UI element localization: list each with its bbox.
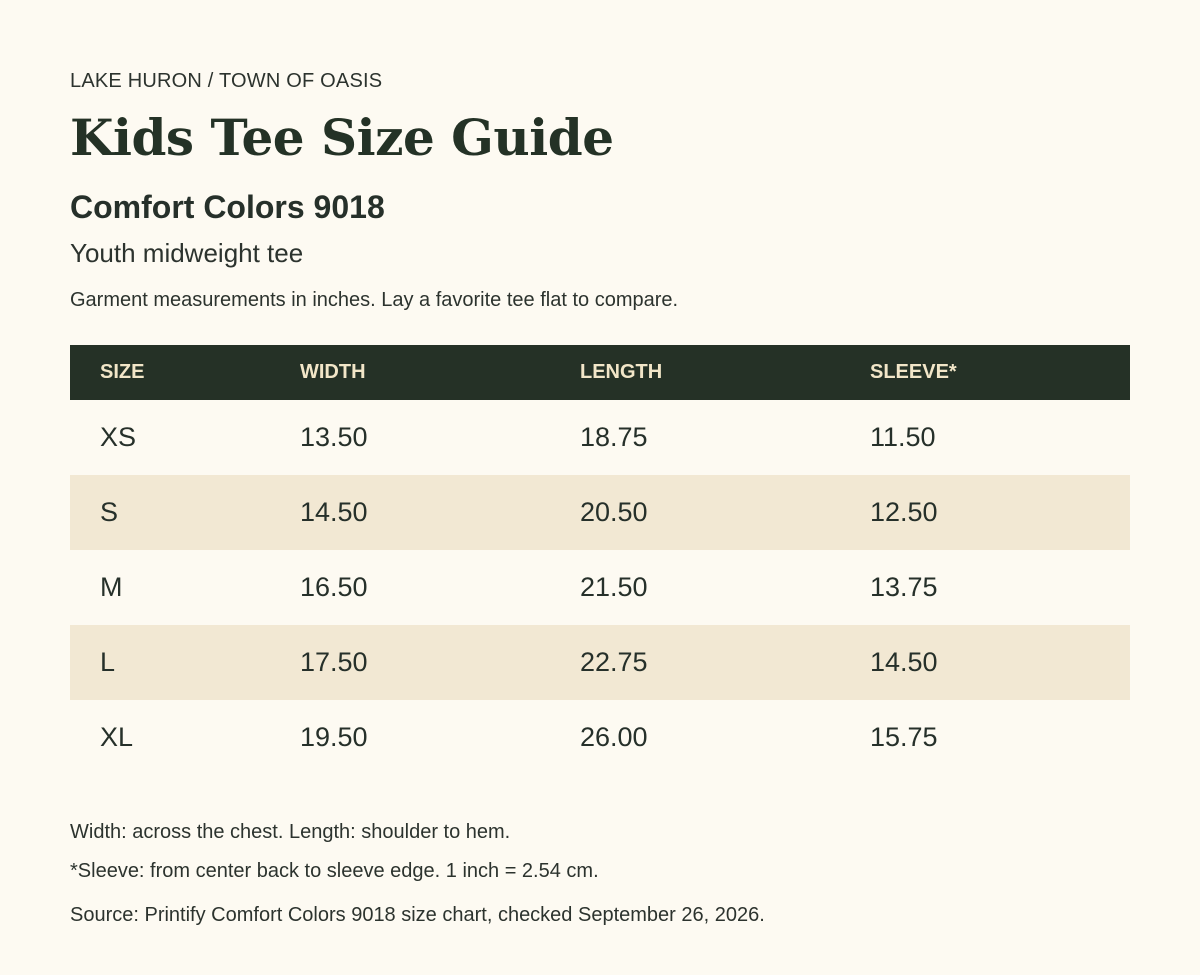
cell-length: 26.00 <box>580 722 648 752</box>
cell-size: L <box>100 647 116 677</box>
cell-width: 16.50 <box>300 572 368 602</box>
cell-sleeve: 11.50 <box>870 422 936 452</box>
cell-length: 21.50 <box>580 572 648 602</box>
cell-width: 14.50 <box>300 497 368 527</box>
table-body: XS 13.50 18.75 11.50 S 14.50 20.50 12.50… <box>70 400 1130 775</box>
table-row: M 16.50 21.50 13.75 <box>70 550 1130 625</box>
cell-size: XS <box>100 422 137 452</box>
page-title: Kids Tee Size Guide <box>70 108 614 167</box>
cell-sleeve: 12.50 <box>870 497 938 527</box>
table-header-row: SIZE WIDTH LENGTH SLEEVE* <box>70 345 1130 400</box>
sleeve-note: *Sleeve: from center back to sleeve edge… <box>70 860 599 882</box>
cell-length: 22.75 <box>580 647 648 677</box>
source-note: Source: Printify Comfort Colors 9018 siz… <box>70 904 765 926</box>
column-header-width: WIDTH <box>300 361 366 383</box>
cell-size: M <box>100 572 123 602</box>
column-header-length: LENGTH <box>580 361 663 383</box>
cell-sleeve: 14.50 <box>870 647 938 677</box>
table-row: XL 19.50 26.00 15.75 <box>70 700 1130 775</box>
cell-length: 20.50 <box>580 497 648 527</box>
intro-text: Garment measurements in inches. Lay a fa… <box>70 289 679 311</box>
table-row: XS 13.50 18.75 11.50 <box>70 400 1130 475</box>
cell-sleeve: 15.75 <box>870 722 938 752</box>
cell-size: S <box>100 497 119 527</box>
cell-width: 19.50 <box>300 722 368 752</box>
column-header-size: SIZE <box>100 361 145 383</box>
cell-sleeve: 13.75 <box>870 572 938 602</box>
cell-size: XL <box>100 722 134 752</box>
table-row: L 17.50 22.75 14.50 <box>70 625 1130 700</box>
column-header-sleeve: SLEEVE* <box>870 361 957 383</box>
breadcrumb: LAKE HURON / TOWN OF OASIS <box>70 70 383 92</box>
product-tagline: Youth midweight tee <box>70 238 304 268</box>
table-header: SIZE WIDTH LENGTH SLEEVE* <box>70 345 1130 400</box>
table-row: S 14.50 20.50 12.50 <box>70 475 1130 550</box>
cell-width: 17.50 <box>300 647 368 677</box>
cell-length: 18.75 <box>580 422 648 452</box>
size-table: SIZE WIDTH LENGTH SLEEVE* XS 13.50 18.75… <box>70 345 1130 775</box>
product-name: Comfort Colors 9018 <box>70 189 385 225</box>
cell-width: 13.50 <box>300 422 368 452</box>
measurement-note: Width: across the chest. Length: shoulde… <box>70 821 511 843</box>
